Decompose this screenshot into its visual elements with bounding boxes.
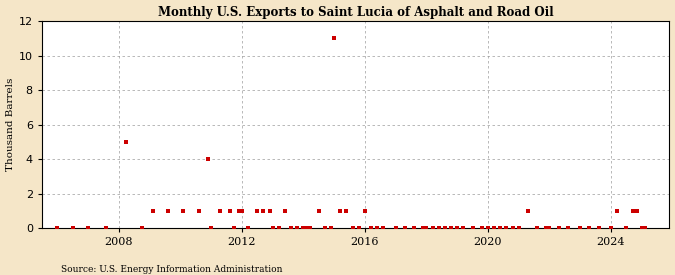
Point: [301, 226, 312, 231]
Point: [446, 226, 456, 231]
Point: [372, 226, 383, 231]
Point: [408, 226, 419, 231]
Point: [313, 209, 324, 213]
Point: [427, 226, 438, 231]
Point: [513, 226, 524, 231]
Point: [532, 226, 543, 231]
Point: [541, 226, 551, 231]
Point: [224, 209, 235, 213]
Point: [325, 226, 336, 231]
Point: [637, 226, 647, 231]
Point: [584, 226, 595, 231]
Point: [242, 226, 253, 231]
Point: [273, 226, 284, 231]
Point: [433, 226, 444, 231]
Point: [507, 226, 518, 231]
Point: [236, 209, 247, 213]
Point: [82, 226, 93, 231]
Point: [477, 226, 487, 231]
Point: [562, 226, 573, 231]
Point: [360, 209, 371, 213]
Point: [593, 226, 604, 231]
Point: [319, 226, 330, 231]
Point: [421, 226, 432, 231]
Point: [621, 226, 632, 231]
Point: [612, 209, 622, 213]
Point: [121, 140, 132, 144]
Point: [639, 226, 650, 231]
Point: [390, 226, 401, 231]
Point: [575, 226, 586, 231]
Point: [554, 226, 564, 231]
Point: [366, 226, 377, 231]
Point: [458, 226, 468, 231]
Point: [193, 209, 204, 213]
Point: [439, 226, 450, 231]
Point: [304, 226, 315, 231]
Point: [483, 226, 493, 231]
Point: [335, 209, 346, 213]
Point: [252, 209, 263, 213]
Point: [279, 209, 290, 213]
Point: [452, 226, 462, 231]
Point: [264, 209, 275, 213]
Point: [329, 36, 340, 41]
Point: [378, 226, 389, 231]
Point: [267, 226, 278, 231]
Point: [467, 226, 478, 231]
Point: [489, 226, 500, 231]
Point: [178, 209, 189, 213]
Y-axis label: Thousand Barrels: Thousand Barrels: [5, 78, 15, 171]
Point: [68, 226, 78, 231]
Point: [400, 226, 410, 231]
Point: [495, 226, 506, 231]
Point: [418, 226, 429, 231]
Point: [353, 226, 364, 231]
Point: [229, 226, 240, 231]
Point: [627, 209, 638, 213]
Point: [544, 226, 555, 231]
Point: [501, 226, 512, 231]
Point: [163, 209, 173, 213]
Point: [136, 226, 147, 231]
Point: [286, 226, 296, 231]
Point: [215, 209, 225, 213]
Point: [101, 226, 112, 231]
Point: [206, 226, 217, 231]
Point: [234, 209, 244, 213]
Point: [52, 226, 63, 231]
Point: [341, 209, 352, 213]
Point: [605, 226, 616, 231]
Point: [202, 157, 213, 161]
Point: [298, 226, 308, 231]
Point: [147, 209, 158, 213]
Point: [522, 209, 533, 213]
Point: [292, 226, 302, 231]
Point: [347, 226, 358, 231]
Title: Monthly U.S. Exports to Saint Lucia of Asphalt and Road Oil: Monthly U.S. Exports to Saint Lucia of A…: [158, 6, 554, 18]
Point: [258, 209, 269, 213]
Text: Source: U.S. Energy Information Administration: Source: U.S. Energy Information Administ…: [61, 265, 282, 274]
Point: [632, 209, 643, 213]
